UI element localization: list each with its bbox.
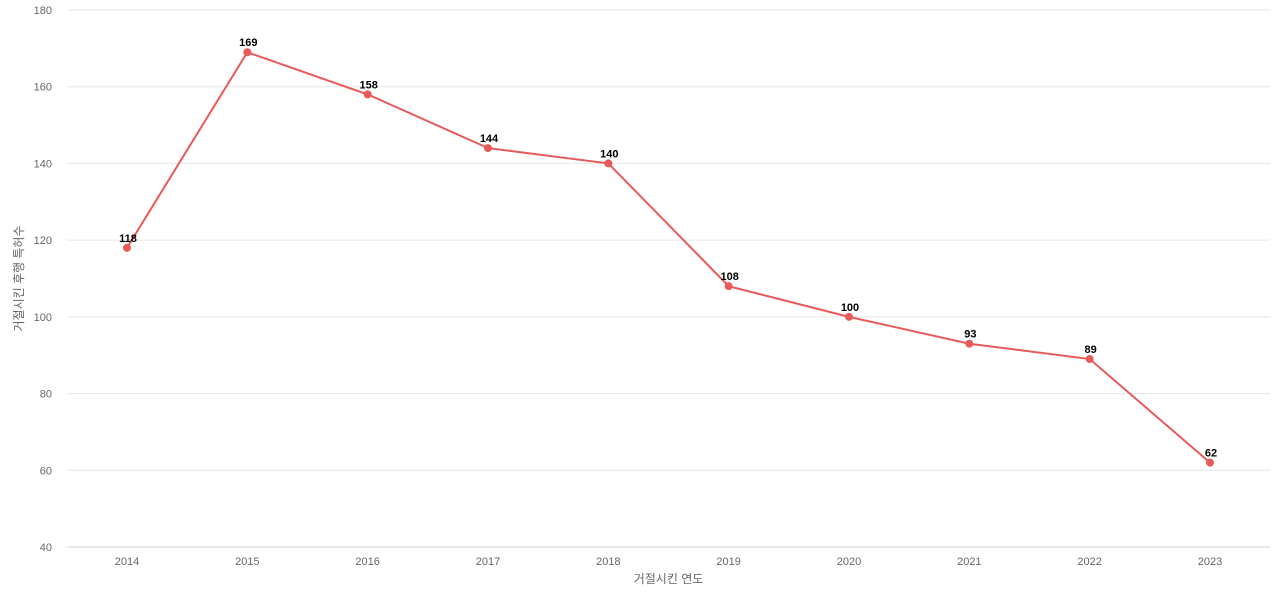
data-point[interactable]	[484, 144, 492, 153]
data-point[interactable]	[604, 159, 613, 168]
data-point[interactable]	[123, 243, 131, 252]
y-tick-label: 100	[34, 312, 52, 324]
x-tick-label: 2018	[596, 556, 620, 568]
x-axis-ticks: 2014 2015 2016 2017 2018 2019 2020 2021 2022 2023	[115, 556, 1222, 568]
y-tick-label: 160	[34, 82, 52, 94]
x-tick-label: 2020	[837, 556, 861, 568]
y-axis-ticks: 40 60 80 100 120 140 160 180	[34, 5, 52, 554]
data-point[interactable]	[845, 312, 853, 321]
data-label: 62	[1205, 448, 1217, 460]
data-point[interactable]	[363, 90, 372, 99]
y-tick-label: 80	[40, 389, 52, 401]
data-label: 108	[720, 271, 738, 283]
data-label: 93	[964, 329, 976, 341]
x-tick-label: 2016	[355, 556, 379, 568]
gridlines	[67, 9, 1270, 548]
series-layer	[123, 48, 1214, 467]
data-point[interactable]	[724, 282, 733, 291]
x-tick-label: 2022	[1077, 556, 1101, 568]
data-label: 89	[1085, 344, 1097, 356]
series-line	[126, 50, 1211, 464]
x-tick-label: 2014	[115, 556, 139, 568]
data-label: 144	[480, 133, 499, 145]
data-point[interactable]	[243, 48, 252, 57]
data-label: 118	[119, 233, 137, 245]
x-axis-title: 거절시킨 연도	[634, 572, 704, 586]
x-tick-label: 2023	[1198, 556, 1222, 568]
y-tick-label: 180	[34, 5, 52, 17]
y-tick-label: 60	[40, 465, 52, 477]
y-tick-label: 140	[34, 158, 52, 170]
y-axis-title: 거절시킨 후행 특허수	[11, 225, 26, 331]
data-labels: 118 169 158 144 140 108 100 93 89 62	[119, 37, 1217, 459]
data-point[interactable]	[1206, 458, 1214, 467]
x-tick-label: 2019	[716, 556, 740, 568]
x-tick-label: 2021	[957, 556, 981, 568]
x-tick-label: 2017	[476, 556, 500, 568]
data-label: 158	[359, 79, 377, 91]
y-tick-label: 120	[34, 235, 52, 247]
data-point[interactable]	[1085, 355, 1094, 364]
data-label: 169	[239, 37, 257, 49]
y-tick-label: 40	[40, 542, 52, 554]
x-tick-label: 2015	[235, 556, 259, 568]
data-label: 140	[600, 148, 618, 160]
data-label: 100	[841, 302, 859, 314]
data-point[interactable]	[965, 339, 974, 348]
